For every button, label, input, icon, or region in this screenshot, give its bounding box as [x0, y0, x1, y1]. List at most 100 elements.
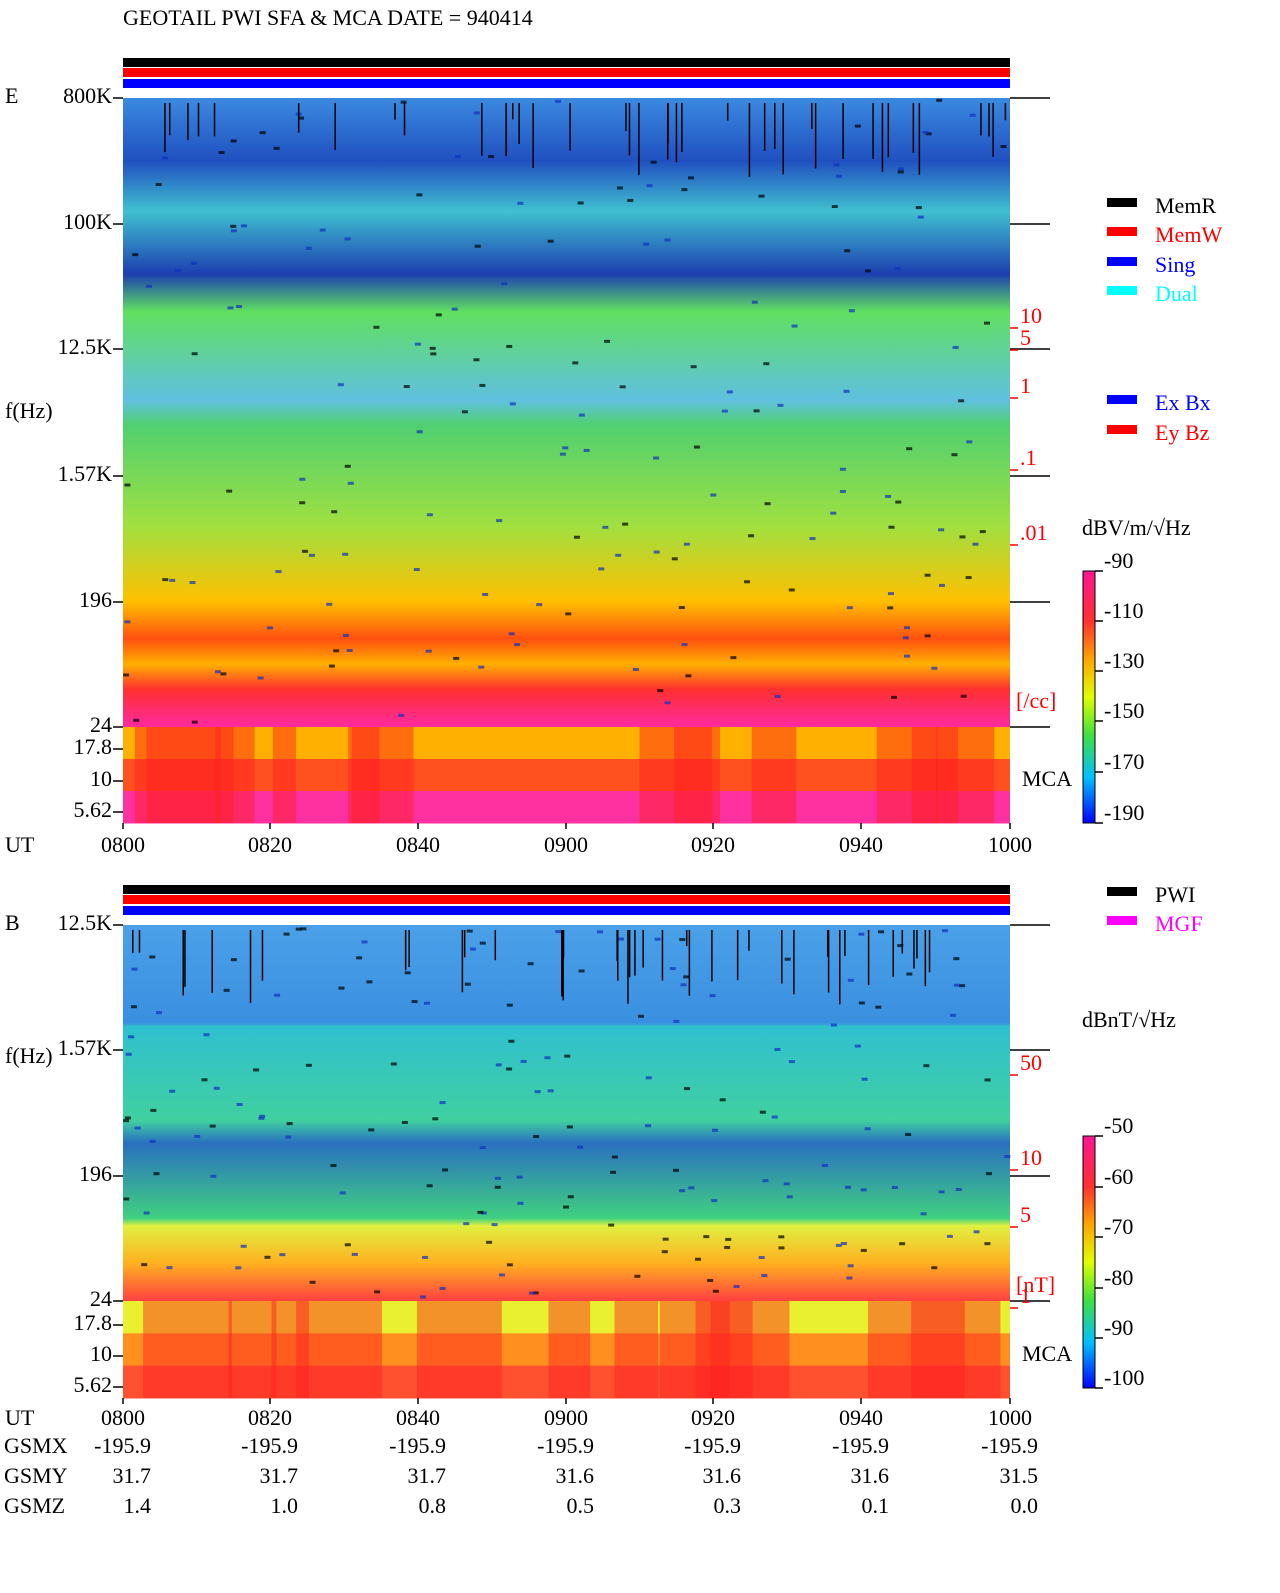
- orbit-value: -195.9: [537, 1433, 594, 1458]
- mca-patch: [751, 727, 797, 823]
- spectrogram-speck: [771, 1115, 778, 1119]
- spectrogram-speck: [905, 1132, 912, 1136]
- spectrogram-speck: [141, 1263, 148, 1267]
- spectrogram-speck: [854, 1044, 861, 1048]
- spectrogram-speck: [864, 1127, 871, 1131]
- spectrogram-speck: [690, 365, 697, 369]
- mca-label: MCA: [1022, 1341, 1072, 1366]
- spectrogram-speck: [653, 550, 660, 554]
- spectrogram-speck: [373, 325, 380, 329]
- mca-patch: [911, 1301, 1001, 1398]
- spectrogram-speck: [618, 937, 625, 941]
- y-tick-label: 12.5K: [58, 334, 113, 359]
- spectrogram-speck: [894, 267, 901, 271]
- spectrogram-speck: [308, 553, 315, 557]
- mca-band: [123, 1365, 1010, 1399]
- spectrogram-speck: [133, 718, 140, 722]
- legend-swatch: [1107, 227, 1137, 236]
- spectrogram-speck: [414, 342, 421, 346]
- spectrogram-speck: [220, 672, 227, 676]
- spectrogram-speck: [155, 182, 162, 186]
- spectrogram-speck: [860, 1188, 867, 1192]
- spectrogram-speck: [897, 944, 904, 948]
- spectrogram-speck: [143, 1211, 150, 1215]
- spectrogram-speck: [555, 930, 562, 934]
- spectrogram-speck: [547, 1089, 554, 1093]
- spectrogram-speck: [517, 201, 524, 205]
- spectrogram-speck: [835, 174, 842, 178]
- mca-band: [123, 1333, 1010, 1367]
- spectrogram-speck: [598, 567, 605, 571]
- spectrogram-speck: [240, 1244, 247, 1248]
- spectrogram-speck: [430, 352, 437, 356]
- spectrogram-speck: [426, 513, 433, 517]
- y-tick-label: 5.62: [74, 1372, 113, 1397]
- spectrogram-speck: [319, 228, 326, 232]
- x-axis-label: UT: [5, 1405, 35, 1430]
- mca-patch: [416, 1301, 502, 1398]
- spectrogram-speck: [259, 131, 266, 135]
- spectrogram-speck: [128, 1035, 135, 1039]
- spectrogram-speck: [844, 249, 851, 253]
- spectrogram-speck: [150, 1108, 157, 1112]
- spectrogram-speck: [1004, 1155, 1011, 1159]
- spectrogram-speck: [634, 1274, 641, 1278]
- right-tick-label: .1: [1020, 445, 1037, 470]
- spectrogram-speck: [777, 403, 784, 407]
- spectrogram-speck: [831, 204, 838, 208]
- status-bar: [123, 58, 1010, 67]
- spectrogram-speck: [266, 626, 273, 630]
- spectrogram-speck: [494, 1176, 501, 1180]
- y-tick-label: 5.62: [74, 797, 113, 822]
- spectrogram-speck: [958, 399, 965, 403]
- spectrogram-speck: [426, 1184, 433, 1188]
- spectrogram: [123, 925, 1010, 1301]
- spectrogram-speck: [751, 300, 758, 304]
- y-tick-label: 1.57K: [58, 461, 113, 486]
- y-tick-label: 196: [79, 587, 112, 612]
- spectrogram-speck: [494, 1185, 501, 1189]
- spectrogram-speck: [1000, 145, 1007, 149]
- spectrogram-speck: [123, 673, 130, 677]
- mca-band: [123, 1301, 1010, 1334]
- spectrogram-speck: [227, 306, 234, 310]
- spectrogram-speck: [328, 664, 335, 668]
- spectrogram-speck: [302, 549, 309, 553]
- spectrogram-speck: [259, 1114, 266, 1118]
- colorbar-tick-label: -190: [1104, 800, 1144, 825]
- spectrogram-speck: [305, 246, 312, 250]
- spectrogram-speck: [508, 632, 515, 636]
- spectrogram-speck: [257, 676, 264, 680]
- spectrogram-speck: [707, 1278, 714, 1282]
- orbit-value: 0.0: [1011, 1493, 1039, 1518]
- spectrogram-speck: [337, 383, 344, 387]
- spectrogram-speck: [285, 1135, 292, 1139]
- spectrogram-speck: [496, 519, 503, 523]
- spectrogram-speck: [615, 553, 622, 557]
- spectrogram-speck: [509, 402, 516, 406]
- mca-patch: [143, 1301, 232, 1398]
- colorbar-unit: dBnT/√Hz: [1082, 1007, 1176, 1032]
- spectrogram-speck: [860, 1248, 867, 1252]
- spectrogram-speck: [847, 978, 854, 982]
- spectrogram-speck: [955, 1187, 962, 1191]
- spectrogram-speck: [420, 1295, 427, 1299]
- spectrogram-speck: [632, 667, 639, 671]
- spectrogram-speck: [463, 1222, 470, 1226]
- spectrogram-speck: [783, 1182, 790, 1186]
- y-tick-label: 12.5K: [58, 910, 113, 935]
- spectrogram-speck: [344, 237, 351, 241]
- spectrogram-speck: [719, 1098, 726, 1102]
- spectrogram-speck: [890, 695, 897, 699]
- spectrogram-speck: [339, 1191, 346, 1195]
- spectrogram-speck: [646, 184, 653, 188]
- spectrogram-speck: [788, 588, 795, 592]
- spectrogram-speck: [567, 1195, 574, 1199]
- spectrogram-speck: [544, 1056, 551, 1060]
- spectrogram-speck: [657, 689, 664, 693]
- spectrogram-speck: [577, 201, 584, 205]
- spectrogram-speck: [678, 606, 685, 610]
- spectrogram-speck: [194, 1134, 201, 1138]
- legend-label: Ex Bx: [1155, 390, 1211, 415]
- spectrogram-speck: [532, 1291, 539, 1295]
